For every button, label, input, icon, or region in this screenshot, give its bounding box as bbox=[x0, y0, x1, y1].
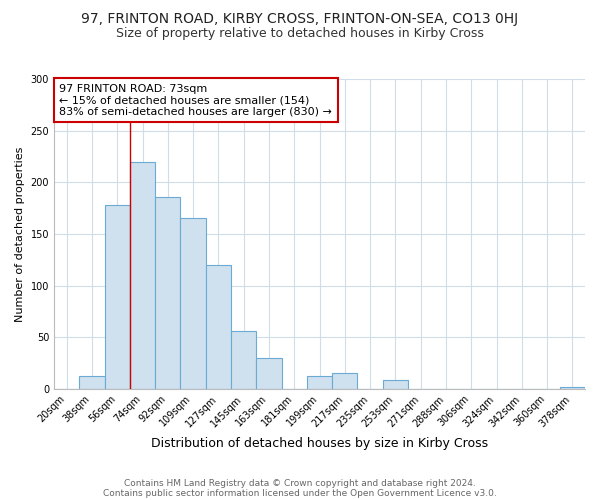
Text: 97 FRINTON ROAD: 73sqm
← 15% of detached houses are smaller (154)
83% of semi-de: 97 FRINTON ROAD: 73sqm ← 15% of detached… bbox=[59, 84, 332, 117]
Y-axis label: Number of detached properties: Number of detached properties bbox=[15, 146, 25, 322]
X-axis label: Distribution of detached houses by size in Kirby Cross: Distribution of detached houses by size … bbox=[151, 437, 488, 450]
Text: 97, FRINTON ROAD, KIRBY CROSS, FRINTON-ON-SEA, CO13 0HJ: 97, FRINTON ROAD, KIRBY CROSS, FRINTON-O… bbox=[82, 12, 518, 26]
Text: Size of property relative to detached houses in Kirby Cross: Size of property relative to detached ho… bbox=[116, 28, 484, 40]
Bar bbox=[206, 265, 231, 389]
Bar bbox=[307, 376, 332, 389]
Text: Contains public sector information licensed under the Open Government Licence v3: Contains public sector information licen… bbox=[103, 488, 497, 498]
Bar bbox=[332, 374, 358, 389]
Bar bbox=[231, 331, 256, 389]
Bar bbox=[130, 162, 155, 389]
Text: Contains HM Land Registry data © Crown copyright and database right 2024.: Contains HM Land Registry data © Crown c… bbox=[124, 478, 476, 488]
Bar bbox=[104, 205, 130, 389]
Bar bbox=[383, 380, 408, 389]
Bar bbox=[256, 358, 281, 389]
Bar bbox=[79, 376, 104, 389]
Bar bbox=[181, 218, 206, 389]
Bar bbox=[155, 197, 181, 389]
Bar bbox=[560, 387, 585, 389]
